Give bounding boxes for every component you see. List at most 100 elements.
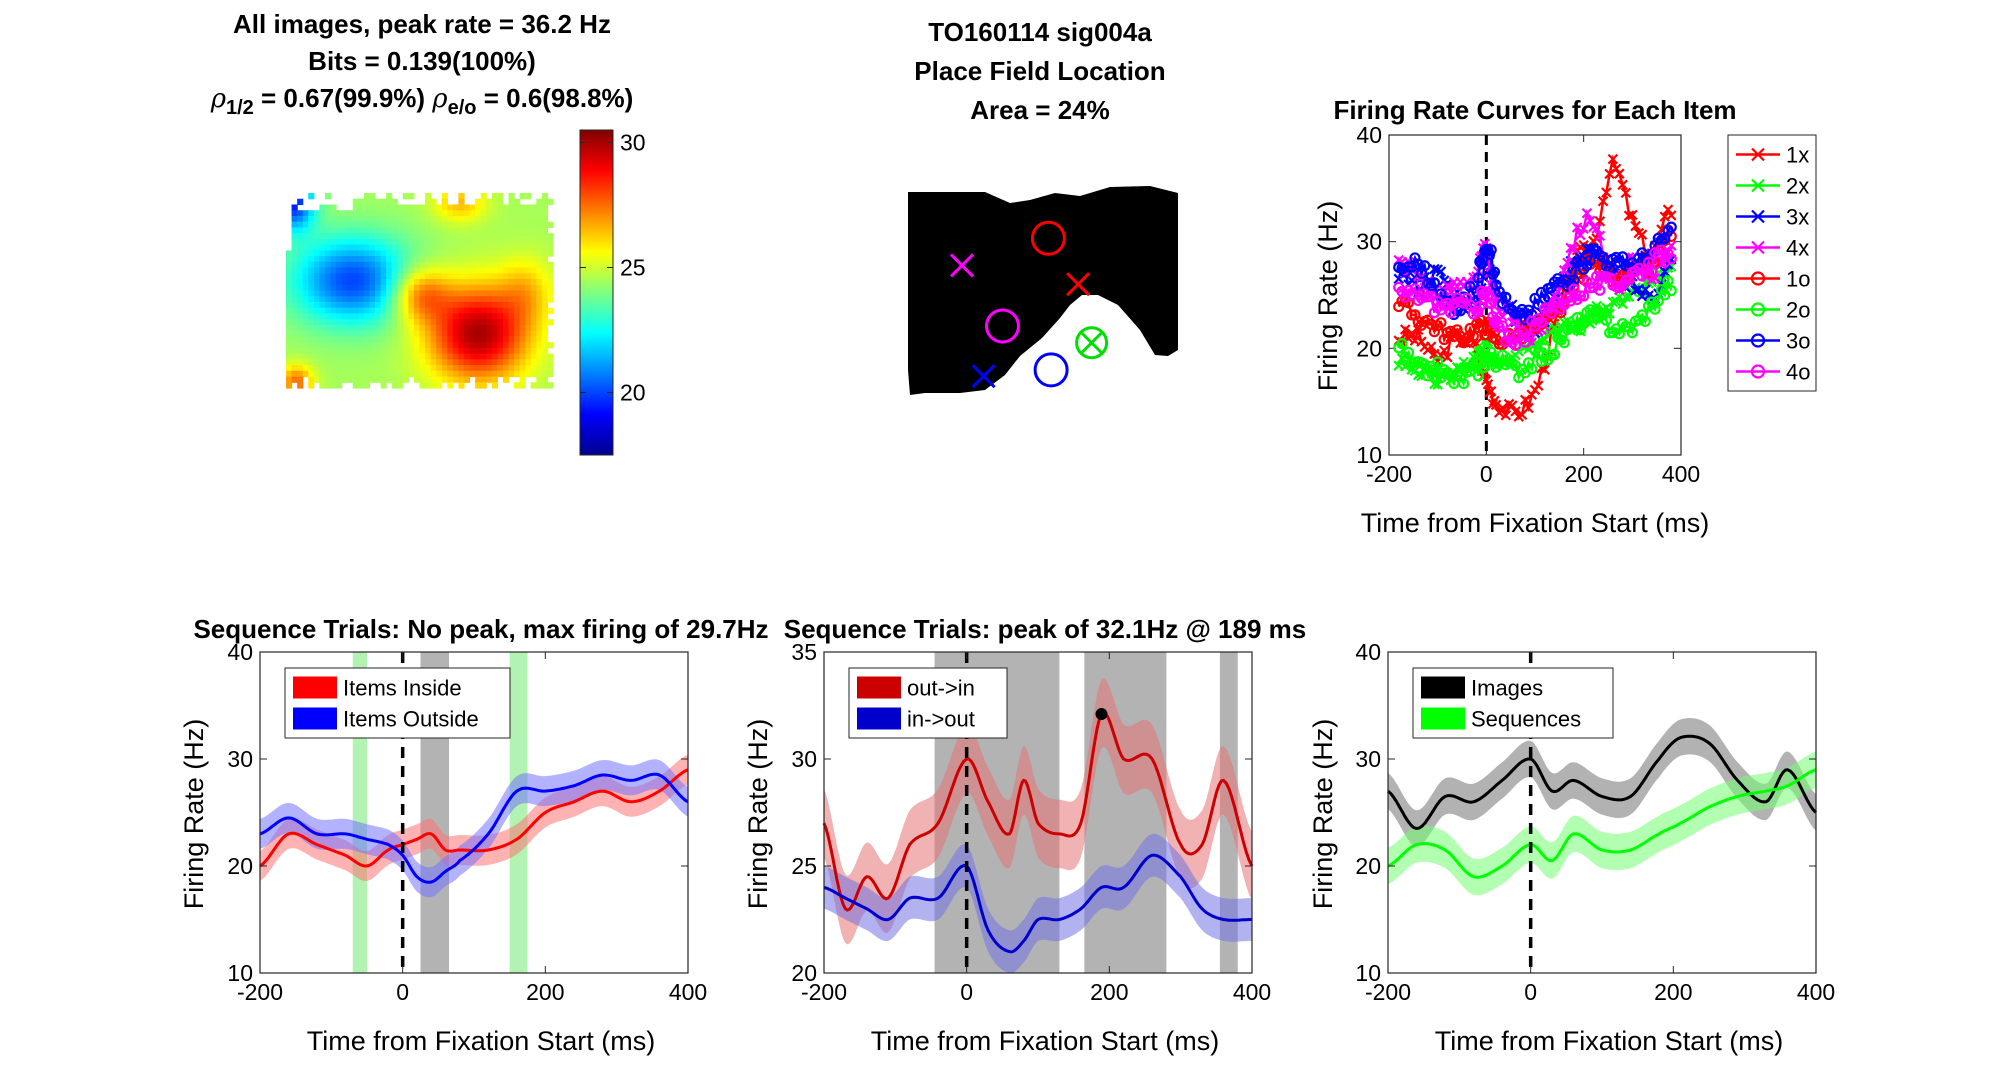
heatmap-cell [419,238,426,246]
heatmap-cell [464,204,471,211]
heatmap-cell [352,244,359,251]
heatmap-cell [436,256,443,263]
heatmap-cell [530,342,537,349]
heatmap-cell [319,221,326,229]
heatmap-cell [480,353,487,360]
heatmap-cell [375,376,382,383]
marker-x [1485,385,1497,397]
heatmap-cell [514,319,521,326]
heatmap-cell [413,307,421,315]
heatmap-cell [497,261,504,269]
heatmap-cell [347,227,354,234]
heatmap-cell [308,227,315,234]
heatmap-cell [447,256,454,263]
x-tick-label: 400 [1233,979,1271,1005]
heatmap-cell [436,215,443,223]
heatmap-cell [369,256,376,263]
heatmap-cell [347,296,354,303]
heatmap-cell [536,365,543,372]
heatmap-cell [352,296,359,303]
heatmap-cell [525,221,532,229]
heatmap-cell [375,296,382,303]
heatmap-cell [464,267,471,274]
marker-x [1617,179,1628,191]
marker-o [1458,377,1470,390]
heatmap-cell [375,233,382,240]
heatmap-cell [452,261,460,269]
heatmap-cell [308,342,315,349]
heatmap-cell [297,330,304,337]
heatmap-cell [486,204,493,211]
heatmap-cell [413,336,421,343]
heatmap-cell [302,233,309,240]
marker-o [1419,358,1431,371]
heatmap-cell [502,250,510,257]
heatmap-cell [536,198,543,206]
heatmap-cell [336,319,343,326]
heatmap-cell [491,256,498,263]
heatmap-cell [413,324,421,332]
heatmap-cell [358,296,365,303]
heatmap-cell [408,324,415,332]
heatmap-cell [480,307,487,315]
heatmap-cell [363,250,371,257]
heatmap-cell [530,238,537,246]
heatmap-cell [430,267,437,274]
heatmap-cell [469,336,476,343]
heatmap-cell [386,376,393,383]
heatmap-cell [336,365,343,372]
heatmap-cell [464,279,471,286]
heatmap-cell [441,193,448,200]
heatmap-cell [536,376,543,383]
heatmap-cell [375,307,382,315]
heatmap-cell [341,330,348,337]
heatmap-cell [324,319,332,326]
heatmap-cell [402,215,409,223]
heatmap-cell [375,256,382,263]
rho1-subscript: 1/2 [226,97,254,119]
heatmap-cell [291,244,298,251]
heatmap-cell [436,250,443,257]
heatmap-cell [491,290,498,297]
heatmap-cell [475,336,482,343]
marker-o [1600,314,1612,326]
heatmap-cell [391,198,398,206]
heatmap-cell [519,210,526,217]
heatmap-cell [369,330,376,337]
heatmap-cell [480,296,487,303]
heatmap-cell [547,279,554,286]
heatmap-cell [336,307,343,315]
marker-o [1522,331,1535,343]
heatmap-cell [491,342,498,349]
marker-o [1568,321,1580,333]
heatmap-cell [530,244,537,251]
img-seq-xlabel: Time from Fixation Start (ms) [1435,1026,1784,1056]
heatmap-cell [519,273,526,280]
heatmap-cell [397,353,404,360]
heatmap-cell [386,215,393,223]
heatmap-panel: All images, peak rate = 36.2 Hz Bits = 0… [210,9,646,456]
heatmap-cell [352,233,359,240]
heatmap-cell [502,359,510,366]
heatmap-cell [297,244,304,251]
heatmap-cell [464,336,471,343]
heatmap-cell [369,319,376,326]
heatmap-cell [519,330,526,337]
heatmap-cell [319,215,326,223]
heatmap-cell [286,273,293,280]
heatmap-cell [480,204,487,211]
heatmap-cell [447,342,454,349]
heatmap-cell [525,284,532,292]
seq1-title: Sequence Trials: No peak, max firing of … [193,614,768,644]
legend-label: Items Inside [343,676,462,701]
x-tick-label: 0 [960,979,973,1005]
heatmap-cell [297,319,304,326]
heatmap-cell [491,233,498,240]
heatmap-cell [525,353,532,360]
heatmap-cell [419,296,426,303]
heatmap-cell [419,250,426,257]
heatmap-cell [514,198,521,206]
heatmap-cell [363,204,371,211]
heatmap-cell [386,256,393,263]
heatmap-cell [319,233,326,240]
